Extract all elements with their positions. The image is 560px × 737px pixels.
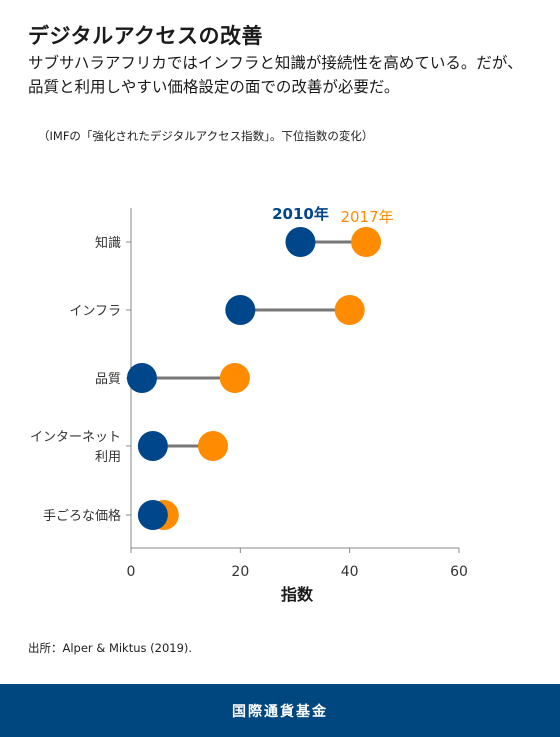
dot-2017 <box>334 295 365 325</box>
footer-bar: 国際通貨基金 <box>0 684 560 737</box>
category-label: 知識 <box>95 235 121 251</box>
x-tick-label: 40 <box>341 564 359 580</box>
dot-2017 <box>351 227 382 257</box>
footer-org-name: 国際通貨基金 <box>232 703 328 720</box>
category-label-line: 品質 <box>95 372 121 387</box>
category-label-line: 手ごろな価格 <box>43 508 121 524</box>
dot-2010 <box>126 363 157 393</box>
x-tick-label: 60 <box>450 564 468 580</box>
source-note: 出所：Alper & Miktus (2019). <box>28 641 193 655</box>
dot-2010 <box>137 431 168 461</box>
dot-2017 <box>198 431 228 461</box>
x-axis-title: 指数 <box>281 585 314 604</box>
chart-subtitle: サブサハラアフリカではインフラと知識が接続性を高めている。だが、品質と利用しやす… <box>28 54 523 96</box>
dot-2010 <box>225 295 256 325</box>
x-tick-label: 20 <box>231 564 249 580</box>
dot-2010 <box>137 500 168 530</box>
category-label-line: 利用 <box>95 450 121 465</box>
dot-2017 <box>219 363 250 393</box>
category-label-line: インフラ <box>69 304 121 319</box>
series-label-2017: 2017年 <box>340 208 393 226</box>
dot-2010 <box>285 227 316 257</box>
chart-title: デジタルアクセスの改善 <box>28 24 264 48</box>
category-label: インフラ <box>69 304 121 319</box>
category-label: 手ごろな価格 <box>43 508 121 524</box>
series-label-2010: 2010年 <box>272 205 329 223</box>
chart-note: （IMFの「強化されたデジタルアクセス指数」。下位指数の変化） <box>38 129 374 143</box>
category-label-line: 知識 <box>95 235 121 251</box>
category-label-line: インターネット <box>30 430 121 445</box>
x-tick-label: 0 <box>127 564 136 580</box>
category-label: 品質 <box>95 372 121 387</box>
category-label: インターネット利用 <box>30 430 121 465</box>
